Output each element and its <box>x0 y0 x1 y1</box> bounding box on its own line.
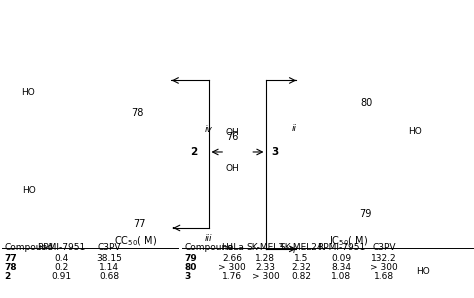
Text: HO: HO <box>416 267 430 276</box>
Text: 1.5: 1.5 <box>294 254 308 263</box>
Text: 80: 80 <box>360 98 373 108</box>
Text: SK-MEL3: SK-MEL3 <box>246 243 284 252</box>
Text: 79: 79 <box>185 254 198 263</box>
Text: SK-MEL24: SK-MEL24 <box>279 243 323 252</box>
Text: HeLa: HeLa <box>221 243 244 252</box>
Text: 1.76: 1.76 <box>222 272 242 281</box>
Text: HO: HO <box>408 127 422 136</box>
Text: iv: iv <box>205 125 213 134</box>
Text: OH: OH <box>225 164 239 173</box>
Text: 2.32: 2.32 <box>291 263 311 272</box>
Text: ii: ii <box>292 124 297 133</box>
Text: 78: 78 <box>131 108 144 118</box>
Text: 80: 80 <box>185 263 197 272</box>
Text: 3: 3 <box>271 147 279 157</box>
Text: IC$_{50}$( M): IC$_{50}$( M) <box>329 234 368 248</box>
Text: OH: OH <box>225 128 239 137</box>
Text: HO: HO <box>22 186 36 195</box>
Text: RPMI-7951: RPMI-7951 <box>317 243 365 252</box>
Text: 8.34: 8.34 <box>331 263 351 272</box>
Text: 38.15: 38.15 <box>96 254 122 263</box>
Text: 0.2: 0.2 <box>55 263 69 272</box>
Text: 0.82: 0.82 <box>291 272 311 281</box>
Text: Compound: Compound <box>5 243 54 252</box>
Text: 77: 77 <box>5 254 18 263</box>
Text: 2: 2 <box>190 147 197 157</box>
Text: 1.28: 1.28 <box>255 254 275 263</box>
Text: C3PV: C3PV <box>372 243 396 252</box>
Text: > 300: > 300 <box>219 263 246 272</box>
Text: 2: 2 <box>5 272 11 281</box>
Text: Compound: Compound <box>185 243 234 252</box>
Text: 0.68: 0.68 <box>99 272 119 281</box>
Text: 0.91: 0.91 <box>52 272 72 281</box>
Text: 78: 78 <box>5 263 18 272</box>
Text: i: i <box>293 246 295 255</box>
Text: iii: iii <box>205 234 212 243</box>
Text: CC$_{50}$( M): CC$_{50}$( M) <box>114 234 156 248</box>
Text: 77: 77 <box>134 219 146 229</box>
Text: 2.33: 2.33 <box>255 263 275 272</box>
Text: HO: HO <box>21 88 36 97</box>
Text: 79: 79 <box>359 209 371 219</box>
Text: 0.09: 0.09 <box>331 254 351 263</box>
Text: > 300: > 300 <box>252 272 279 281</box>
Text: 1.68: 1.68 <box>374 272 394 281</box>
Text: 2.66: 2.66 <box>222 254 242 263</box>
Text: 1.14: 1.14 <box>99 263 119 272</box>
Text: RPMI-7951: RPMI-7951 <box>37 243 86 252</box>
Text: 76: 76 <box>226 132 238 142</box>
Text: 1.08: 1.08 <box>331 272 351 281</box>
Text: > 300: > 300 <box>370 263 398 272</box>
Text: C3PV: C3PV <box>97 243 121 252</box>
Text: 3: 3 <box>185 272 191 281</box>
Text: 132.2: 132.2 <box>371 254 397 263</box>
Text: 0.4: 0.4 <box>55 254 69 263</box>
